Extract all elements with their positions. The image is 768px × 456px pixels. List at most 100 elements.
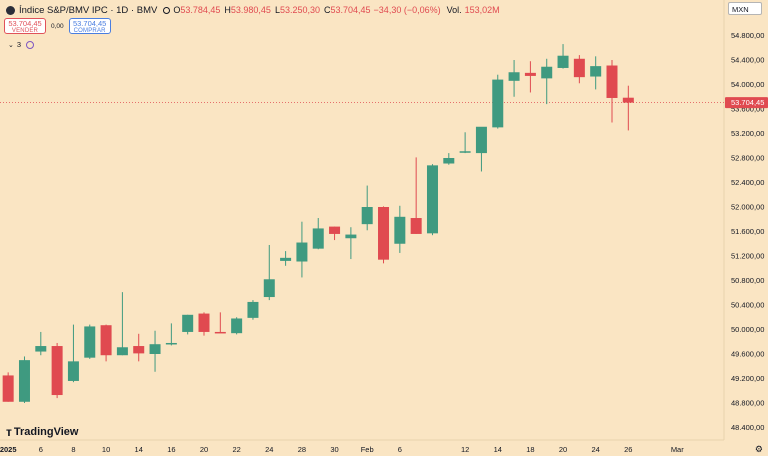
x-tick-label: 8 — [71, 445, 75, 454]
x-tick-label: Feb — [361, 445, 374, 454]
chart-header: Índice S&P/BMV IPC · 1D · BMV O 53.784,45… — [6, 3, 500, 17]
candle-body — [541, 66, 553, 79]
symbol-title[interactable]: Índice S&P/BMV IPC · 1D · BMV — [19, 4, 158, 16]
y-tick-label: 53.200,00 — [731, 129, 764, 138]
chevron-down-icon: ⌄ — [8, 41, 14, 49]
tradingview-logo[interactable]: ᴛ TradingView — [6, 425, 78, 439]
last-price-label: 53.704,45 — [731, 98, 764, 107]
y-tick-label: 50.400,00 — [731, 301, 764, 310]
x-tick-label: 22 — [232, 445, 240, 454]
x-tick-label: 16 — [167, 445, 175, 454]
candle-body — [361, 207, 373, 225]
candle-body — [35, 346, 47, 352]
currency-selector[interactable]: MXN — [728, 2, 762, 15]
y-tick-label: 53.600,00 — [731, 105, 764, 114]
candle-body — [198, 313, 210, 332]
indicators-toggle[interactable]: ⌄ 3 — [8, 40, 35, 49]
candle-body — [231, 318, 243, 334]
open-value: 53.784,45 — [180, 5, 221, 15]
candle-body — [606, 65, 618, 98]
settings-gear-icon[interactable]: ⚙ — [754, 444, 763, 454]
x-tick-label: 24 — [592, 445, 600, 454]
candle-body — [426, 165, 438, 234]
x-tick-label: 14 — [135, 445, 143, 454]
candle-body — [345, 234, 357, 239]
sell-price: 53.704,45 — [8, 19, 42, 28]
candle-body — [51, 346, 63, 396]
candle-body — [329, 226, 341, 234]
x-tick-label: 18 — [526, 445, 534, 454]
y-tick-label: 54.400,00 — [731, 56, 764, 65]
x-tick-label: 6 — [398, 445, 402, 454]
x-tick-label: 24 — [265, 445, 273, 454]
x-tick-label: 2025 — [0, 445, 17, 454]
y-tick-label: 52.400,00 — [731, 178, 764, 187]
y-tick-label: 51.200,00 — [731, 252, 764, 261]
x-tick-label: 6 — [39, 445, 43, 454]
candle-body — [459, 151, 471, 153]
volume-label: Vol. — [446, 5, 462, 15]
candle-body — [410, 218, 422, 234]
candle-body — [622, 97, 634, 103]
y-tick-label: 51.600,00 — [731, 227, 764, 236]
x-tick-label: 28 — [298, 445, 306, 454]
y-tick-label: 48.400,00 — [731, 423, 764, 432]
x-tick-label: 14 — [494, 445, 502, 454]
trade-panel: 53.704,45 VENDER 0,00 53.704,45 COMPRAR — [4, 18, 111, 34]
candle-body — [149, 344, 161, 354]
candle-body — [2, 375, 14, 402]
close-label: C — [324, 5, 331, 15]
candle-body — [263, 279, 275, 298]
buy-price: 53.704,45 — [72, 19, 107, 28]
candle-body — [18, 360, 30, 402]
sell-label: VENDER — [11, 27, 39, 34]
indicator-icon — [26, 40, 35, 49]
candle-body — [590, 66, 602, 77]
candle-body — [280, 257, 292, 261]
candle-body — [296, 242, 308, 262]
candle-body — [443, 158, 455, 164]
sell-button[interactable]: 53.704,45 VENDER — [4, 18, 46, 34]
buy-button[interactable]: 53.704,45 COMPRAR — [68, 18, 111, 34]
high-value: 53.980,45 — [230, 5, 271, 15]
candle-body — [100, 325, 112, 356]
symbol-logo-icon — [6, 5, 15, 15]
logo-text: TradingView — [13, 426, 79, 438]
spread-value: 0,00 — [51, 22, 64, 30]
candle-body — [573, 58, 585, 78]
y-tick-label: 50.000,00 — [731, 325, 764, 334]
volume-value: 153,02M — [464, 5, 500, 15]
candle-body — [247, 301, 259, 318]
y-tick-label: 50.800,00 — [731, 276, 764, 285]
low-label: L — [274, 5, 280, 15]
candle-body — [378, 207, 390, 260]
x-tick-label: 10 — [102, 445, 110, 454]
y-tick-label: 54.000,00 — [731, 80, 764, 89]
candle-body — [133, 346, 145, 354]
x-tick-label: 12 — [461, 445, 469, 454]
candle-body — [67, 361, 79, 381]
y-tick-label: 52.800,00 — [731, 154, 764, 163]
y-tick-label: 49.600,00 — [731, 350, 764, 359]
y-tick-label: 48.800,00 — [731, 399, 764, 408]
candle-body — [557, 55, 569, 68]
market-status-icon — [163, 6, 171, 14]
low-value: 53.250,30 — [279, 5, 320, 15]
candle-body — [524, 72, 536, 76]
close-value: 53.704,45 — [330, 5, 371, 15]
candle-body — [475, 126, 487, 154]
candle-body — [84, 326, 96, 358]
y-tick-label: 54.800,00 — [731, 31, 764, 40]
x-tick-label: 26 — [624, 445, 632, 454]
change-value: −34,30 (−0,06%) — [373, 5, 441, 15]
x-tick-label: 20 — [559, 445, 567, 454]
tv-logo-icon: ᴛ — [6, 425, 12, 439]
candle-body — [492, 79, 504, 128]
high-label: H — [224, 5, 231, 15]
indicator-count: 3 — [16, 40, 22, 49]
y-tick-label: 52.000,00 — [731, 203, 764, 212]
candle-body — [214, 331, 226, 334]
x-tick-label: 20 — [200, 445, 208, 454]
candle-body — [116, 347, 128, 356]
